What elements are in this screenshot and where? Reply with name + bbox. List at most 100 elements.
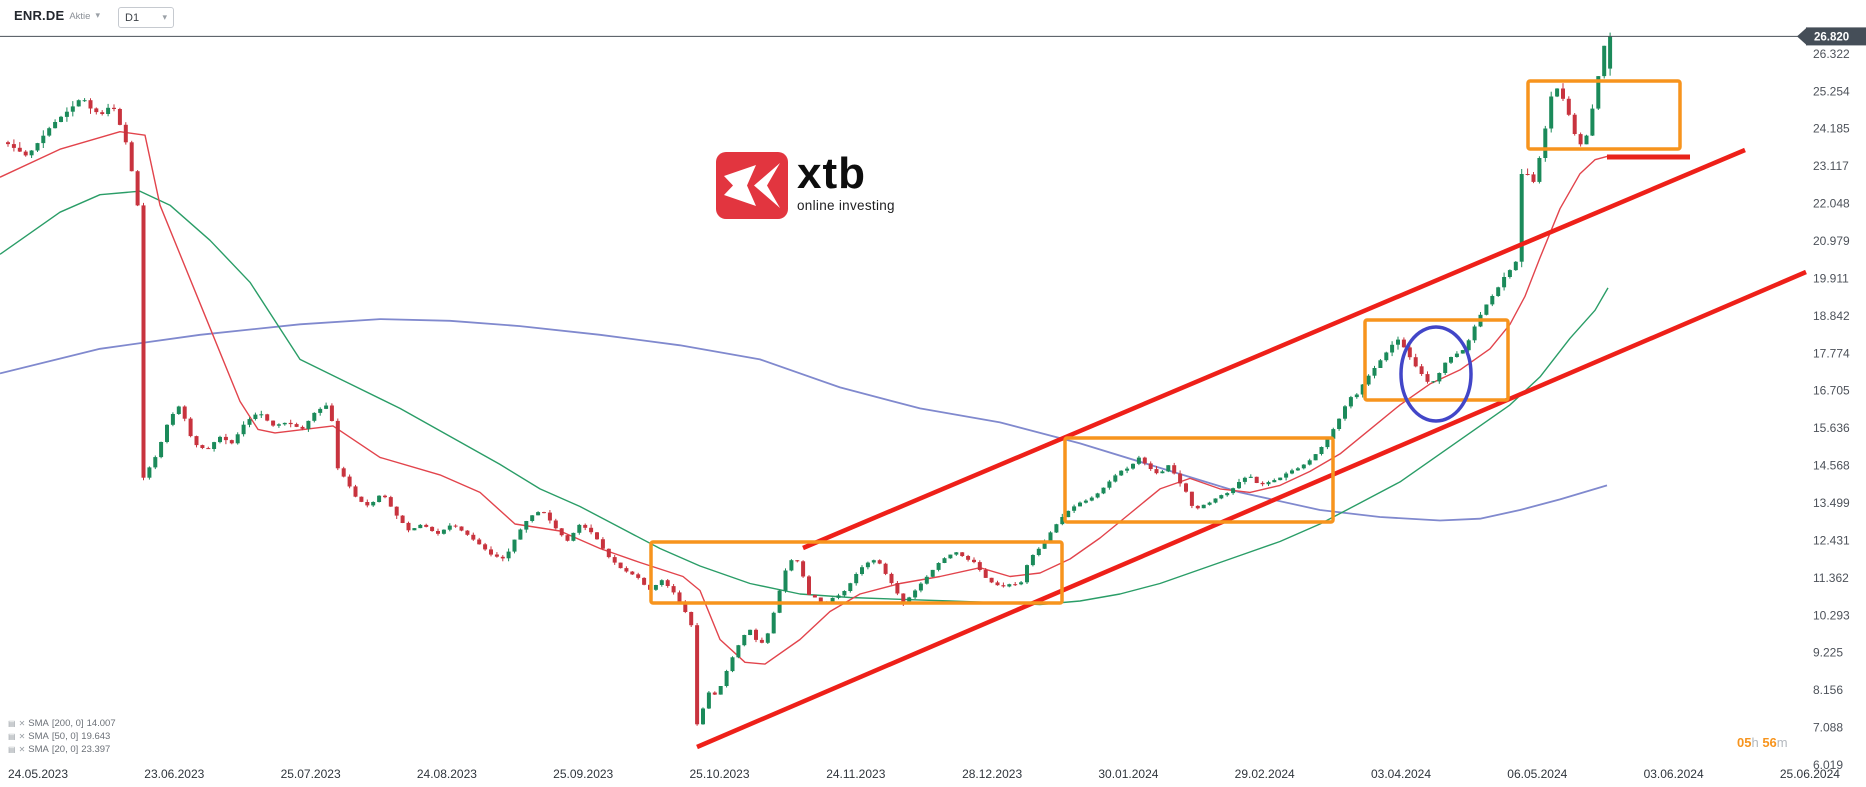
candle — [1295, 468, 1300, 471]
candle — [465, 530, 470, 535]
indicator-settings-icon[interactable]: ▤ — [8, 719, 16, 728]
indicator-remove-icon[interactable]: ✕ — [18, 745, 26, 754]
trend-channel-upper-line[interactable] — [802, 147, 1746, 551]
candle — [571, 532, 576, 541]
price-axis-label: 6.019 — [1813, 758, 1843, 772]
price-axis-label: 14.568 — [1813, 459, 1850, 473]
candle — [1036, 548, 1041, 555]
candle — [854, 574, 859, 584]
candle — [430, 526, 435, 531]
candle — [1242, 477, 1247, 482]
candle — [924, 576, 929, 584]
indicator-settings-icon[interactable]: ▤ — [8, 732, 16, 741]
candle — [1466, 340, 1471, 351]
date-axis-label: 29.02.2024 — [1235, 767, 1295, 781]
candle — [795, 560, 800, 562]
candle — [983, 570, 988, 578]
candle — [241, 424, 246, 435]
trend-channel-lower-line[interactable] — [696, 269, 1807, 750]
candle — [895, 583, 900, 594]
candle — [1543, 128, 1548, 158]
timeframe-select[interactable]: D1 ▾ — [118, 7, 174, 28]
candle — [1396, 339, 1400, 345]
candle — [200, 445, 205, 448]
candle — [1254, 476, 1259, 483]
symbol-dropdown-icon[interactable]: ▾ — [95, 10, 100, 20]
candle — [848, 583, 853, 591]
indicator-remove-icon[interactable]: ✕ — [18, 732, 26, 741]
candle — [23, 151, 28, 156]
candle — [1225, 493, 1230, 496]
price-axis-label: 10.293 — [1813, 608, 1850, 622]
symbol-name[interactable]: ENR.DE — [14, 8, 65, 23]
candle — [506, 551, 511, 559]
candle — [877, 560, 882, 564]
candle — [1189, 491, 1194, 506]
indicator-label: SMA [20, 0] 23.397 — [28, 744, 111, 755]
candle — [966, 556, 971, 560]
candle — [730, 657, 735, 672]
candle — [1107, 481, 1112, 488]
consolidation-box[interactable] — [1063, 436, 1335, 524]
candle — [618, 562, 623, 569]
candle — [512, 539, 517, 552]
price-axis-label: 22.048 — [1813, 197, 1850, 211]
candle — [483, 544, 488, 550]
candle — [400, 515, 405, 523]
candle — [553, 520, 558, 529]
price-axis-label: 13.499 — [1813, 496, 1850, 510]
candle — [1119, 470, 1124, 476]
candle — [1490, 296, 1495, 305]
candle — [748, 629, 753, 635]
candle — [223, 436, 228, 441]
candle — [206, 448, 211, 450]
candle — [1307, 460, 1312, 465]
candle — [1378, 360, 1383, 368]
candle — [765, 633, 770, 643]
indicator-row: ▤ ✕ SMA [50, 0] 19.643 — [8, 730, 119, 743]
candle — [936, 563, 941, 570]
price-axis-label: 12.431 — [1813, 533, 1850, 547]
candle — [1590, 108, 1595, 136]
candle — [112, 107, 116, 109]
candle — [76, 100, 81, 107]
xtb-logo-icon — [716, 152, 788, 219]
price-axis-label: 17.774 — [1813, 346, 1850, 360]
candle — [194, 436, 199, 446]
date-axis-label: 03.04.2024 — [1371, 767, 1431, 781]
candle — [1101, 487, 1106, 494]
candle — [1372, 368, 1377, 376]
candle — [701, 708, 705, 725]
candle — [1313, 454, 1318, 461]
price-axis-label: 19.911 — [1813, 271, 1849, 285]
candle — [1325, 438, 1330, 448]
candle — [930, 569, 935, 577]
consolidation-box[interactable] — [649, 540, 1064, 605]
candle — [41, 135, 46, 144]
indicator-remove-icon[interactable]: ✕ — [18, 719, 26, 728]
consolidation-box[interactable] — [1526, 79, 1682, 151]
candle — [1348, 397, 1353, 407]
candle — [583, 524, 588, 528]
price-axis-label: 25.254 — [1813, 84, 1850, 98]
candle — [489, 549, 493, 555]
candle — [82, 100, 87, 102]
candle — [1248, 476, 1253, 478]
candle — [1431, 381, 1436, 383]
consolidation-box[interactable] — [1363, 318, 1510, 402]
candle — [1083, 500, 1088, 503]
candle — [889, 573, 894, 584]
sma20-line — [0, 130, 1609, 665]
candle — [418, 524, 423, 529]
candle — [1319, 447, 1324, 454]
sma200-line — [0, 318, 1608, 522]
candle — [706, 692, 711, 709]
date-axis-label: 23.06.2023 — [144, 767, 204, 781]
candle — [1602, 45, 1607, 77]
highlight-ellipse[interactable] — [1399, 325, 1473, 423]
indicator-settings-icon[interactable]: ▤ — [8, 745, 16, 754]
symbol-bar: ENR.DE Aktie ▾ — [14, 8, 100, 23]
candle — [1154, 469, 1159, 474]
candle — [901, 593, 906, 605]
